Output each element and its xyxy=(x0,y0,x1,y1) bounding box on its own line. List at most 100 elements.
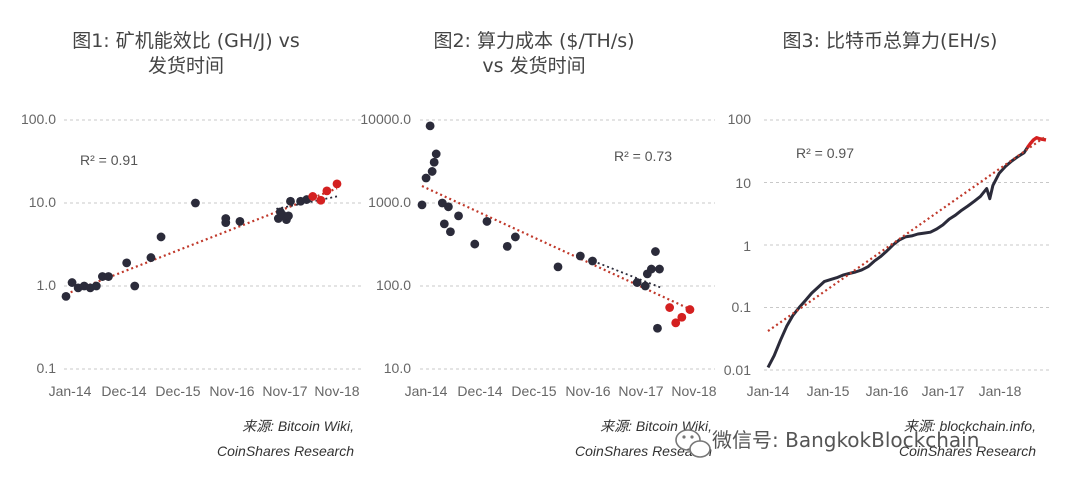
data-point xyxy=(665,303,675,312)
trend-line xyxy=(767,135,1047,332)
data-point xyxy=(653,323,662,333)
data-point xyxy=(588,256,597,266)
chart-1-ytick-label: 10.0 xyxy=(29,194,56,210)
chart-2-xtick-label: Dec-15 xyxy=(511,383,556,399)
chart-2-xtick-label: Jan-14 xyxy=(405,383,448,399)
data-point xyxy=(575,251,585,261)
data-point xyxy=(130,281,140,291)
data-point xyxy=(235,217,245,226)
data-point xyxy=(146,253,156,262)
trend-line-secondary xyxy=(588,258,662,289)
data-point xyxy=(439,219,449,229)
chart-2-xtick-label: Nov-18 xyxy=(671,383,716,399)
data-point xyxy=(67,278,77,287)
chart-2-r-squared: R² = 0.73 xyxy=(614,148,672,164)
data-point xyxy=(316,195,326,205)
chart-2-title: 图2: 算力成本 ($/TH/s) xyxy=(433,30,634,52)
chart-1-marks xyxy=(61,179,342,301)
chart-1-xtick-label: Dec-14 xyxy=(101,383,146,399)
data-point xyxy=(651,247,660,256)
chart-3-ytick-label: 0.01 xyxy=(724,362,751,378)
data-point xyxy=(191,198,200,208)
chart-1-source-line-1: 来源: Bitcoin Wiki, xyxy=(242,418,354,434)
data-point xyxy=(646,264,656,274)
chart-3-ytick-label: 0.1 xyxy=(732,299,752,315)
chart-2-subtitle: vs 发货时间 xyxy=(482,55,585,77)
chart-1-xtick-label: Nov-16 xyxy=(209,383,254,399)
chart-1-ytick-label: 0.1 xyxy=(37,360,57,376)
chart-3-ytick-label: 10 xyxy=(735,175,751,191)
chart-3-source-line-2: CoinShares Research xyxy=(899,443,1036,459)
chart-2-ytick-label: 1000.0 xyxy=(368,194,411,210)
data-point xyxy=(510,232,520,242)
data-point xyxy=(286,196,295,206)
data-point xyxy=(553,262,563,272)
data-point xyxy=(502,241,512,251)
chart-3-xtick-label: Jan-17 xyxy=(922,383,965,399)
data-point xyxy=(61,291,71,301)
chart-1-gridlines xyxy=(64,119,362,370)
data-point xyxy=(156,232,166,242)
data-point xyxy=(671,318,681,328)
data-point xyxy=(429,157,439,167)
series-line xyxy=(1025,135,1047,149)
chart-2-ytick-label: 100.0 xyxy=(376,277,411,293)
chart-1-xtick-label: Jan-14 xyxy=(49,383,92,399)
trend-line xyxy=(65,187,338,296)
chart-2-xtick-label: Dec-14 xyxy=(457,383,502,399)
chart-1-xtick-label: Nov-17 xyxy=(262,383,307,399)
chart-2-marks xyxy=(417,121,695,333)
chart-1-ytick-label: 100.0 xyxy=(21,111,56,127)
chart-3-xtick-label: Jan-18 xyxy=(979,383,1022,399)
chart-3-xtick-label: Jan-15 xyxy=(807,383,850,399)
data-point xyxy=(221,218,231,228)
data-point xyxy=(98,272,107,281)
chart-2-xtick-label: Nov-17 xyxy=(618,383,663,399)
chart-1-ytick-label: 1.0 xyxy=(37,277,57,293)
wechat-icon xyxy=(675,429,711,458)
chart-1-source-line-2: CoinShares Research xyxy=(217,443,354,459)
chart-2-xtick-label: Nov-16 xyxy=(565,383,610,399)
data-point xyxy=(685,305,695,314)
chart-panel-1: 图1: 矿机能效比 (GH/J) vs 发货时间 100.0 10.0 1.0 … xyxy=(21,30,362,459)
chart-3-xtick-label: Jan-16 xyxy=(866,383,909,399)
chart-3-r-squared: R² = 0.97 xyxy=(796,145,854,161)
chart-3-ytick-label: 1 xyxy=(743,238,751,254)
chart-1-subtitle: 发货时间 xyxy=(148,55,224,77)
data-point xyxy=(431,149,441,159)
chart-3-title: 图3: 比特币总算力(EH/s) xyxy=(783,30,998,52)
chart-panel-2: 图2: 算力成本 ($/TH/s) vs 发货时间 10000.0 1000.0… xyxy=(360,30,716,459)
data-point xyxy=(454,211,463,221)
chart-3-marks xyxy=(766,135,1047,369)
data-point xyxy=(308,192,318,201)
chart-1-r-squared: R² = 0.91 xyxy=(80,152,138,168)
chart-1-xtick-label: Dec-15 xyxy=(155,383,200,399)
data-point xyxy=(425,121,435,131)
data-point xyxy=(284,211,293,221)
data-point xyxy=(655,264,664,274)
data-point xyxy=(677,312,687,322)
chart-1-xtick-label: Nov-18 xyxy=(314,383,359,399)
data-point xyxy=(446,227,455,237)
data-point xyxy=(640,281,650,291)
data-point xyxy=(470,239,480,249)
chart-2-ytick-label: 10.0 xyxy=(384,360,411,376)
data-point xyxy=(421,173,431,183)
data-point xyxy=(122,258,132,268)
chart-2-ytick-label: 10000.0 xyxy=(360,111,411,127)
data-point xyxy=(427,167,437,176)
data-point xyxy=(443,202,453,212)
watermark: 微信号: BangkokBlockchain xyxy=(675,428,979,458)
chart-2-source-line-2: CoinShares Research xyxy=(575,443,712,459)
data-point xyxy=(632,278,642,287)
data-point xyxy=(104,272,113,281)
data-point xyxy=(332,179,342,189)
data-point xyxy=(91,281,101,291)
chart-1-title: 图1: 矿机能效比 (GH/J) vs xyxy=(72,30,300,52)
series-line xyxy=(766,146,1029,369)
chart-3-source-line-1: 来源: blockchain.info, xyxy=(904,418,1036,434)
chart-3-gridlines xyxy=(764,119,1052,371)
chart-3-ytick-label: 100 xyxy=(728,111,752,127)
chart-3-xtick-label: Jan-14 xyxy=(747,383,790,399)
